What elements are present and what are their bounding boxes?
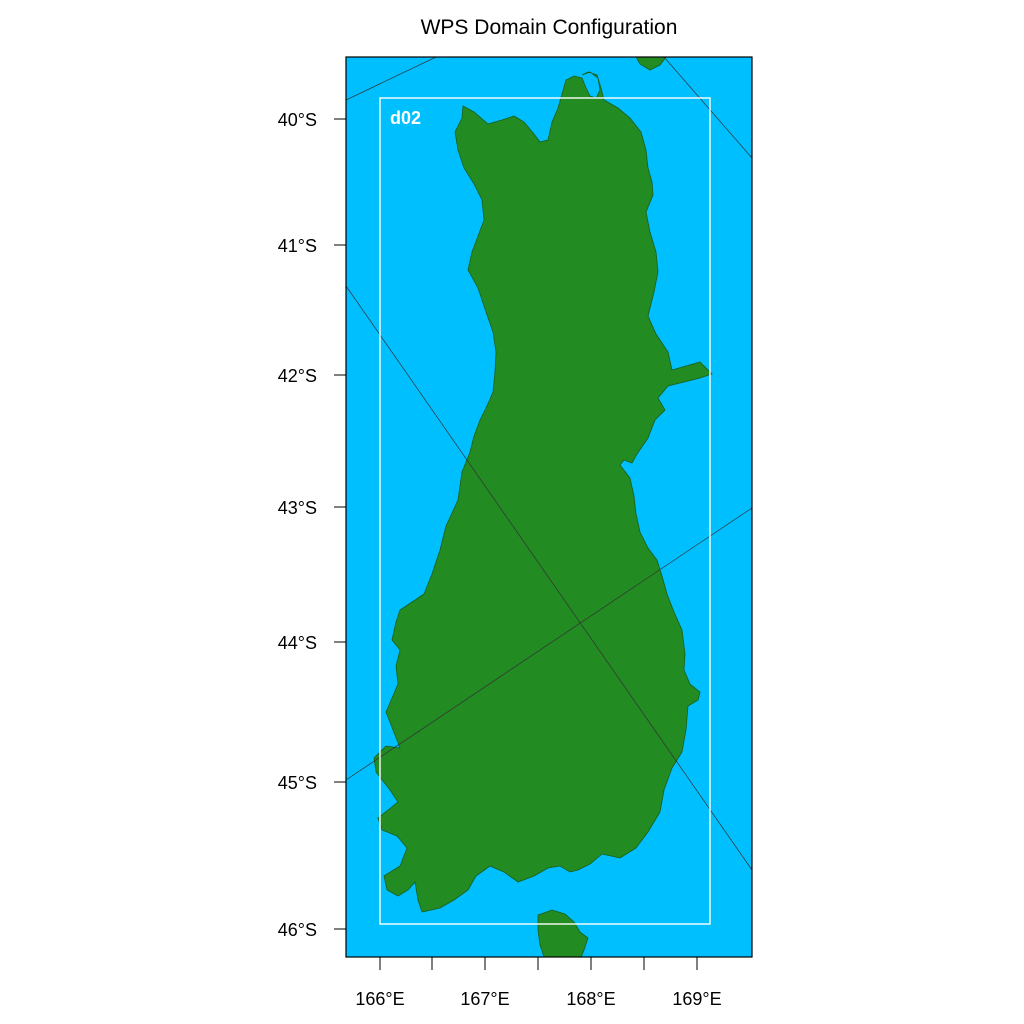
lat-tick-label: 43°S xyxy=(278,498,317,518)
lat-tick-label: 46°S xyxy=(278,920,317,940)
lat-tick-label: 44°S xyxy=(278,633,317,653)
lat-tick-label: 45°S xyxy=(278,773,317,793)
lat-tick-label: 41°S xyxy=(278,236,317,256)
domain-d02-label: d02 xyxy=(390,108,421,128)
lat-tick-label: 42°S xyxy=(278,366,317,386)
landmass-island-south xyxy=(537,909,589,957)
projection-lines xyxy=(346,57,752,871)
lon-tick-label: 168°E xyxy=(566,989,615,1009)
landmass-main xyxy=(373,71,713,913)
longitude-ticks xyxy=(379,957,698,970)
latitude-ticks xyxy=(334,118,346,930)
lon-tick-label: 167°E xyxy=(460,989,509,1009)
map-title: WPS Domain Configuration xyxy=(420,16,678,39)
landmass-top-fragment xyxy=(635,57,667,71)
domain-d02-box xyxy=(379,97,711,925)
lon-tick-label: 169°E xyxy=(672,989,721,1009)
lon-tick-label: 166°E xyxy=(355,989,404,1009)
lat-tick-label: 40°S xyxy=(278,110,317,130)
